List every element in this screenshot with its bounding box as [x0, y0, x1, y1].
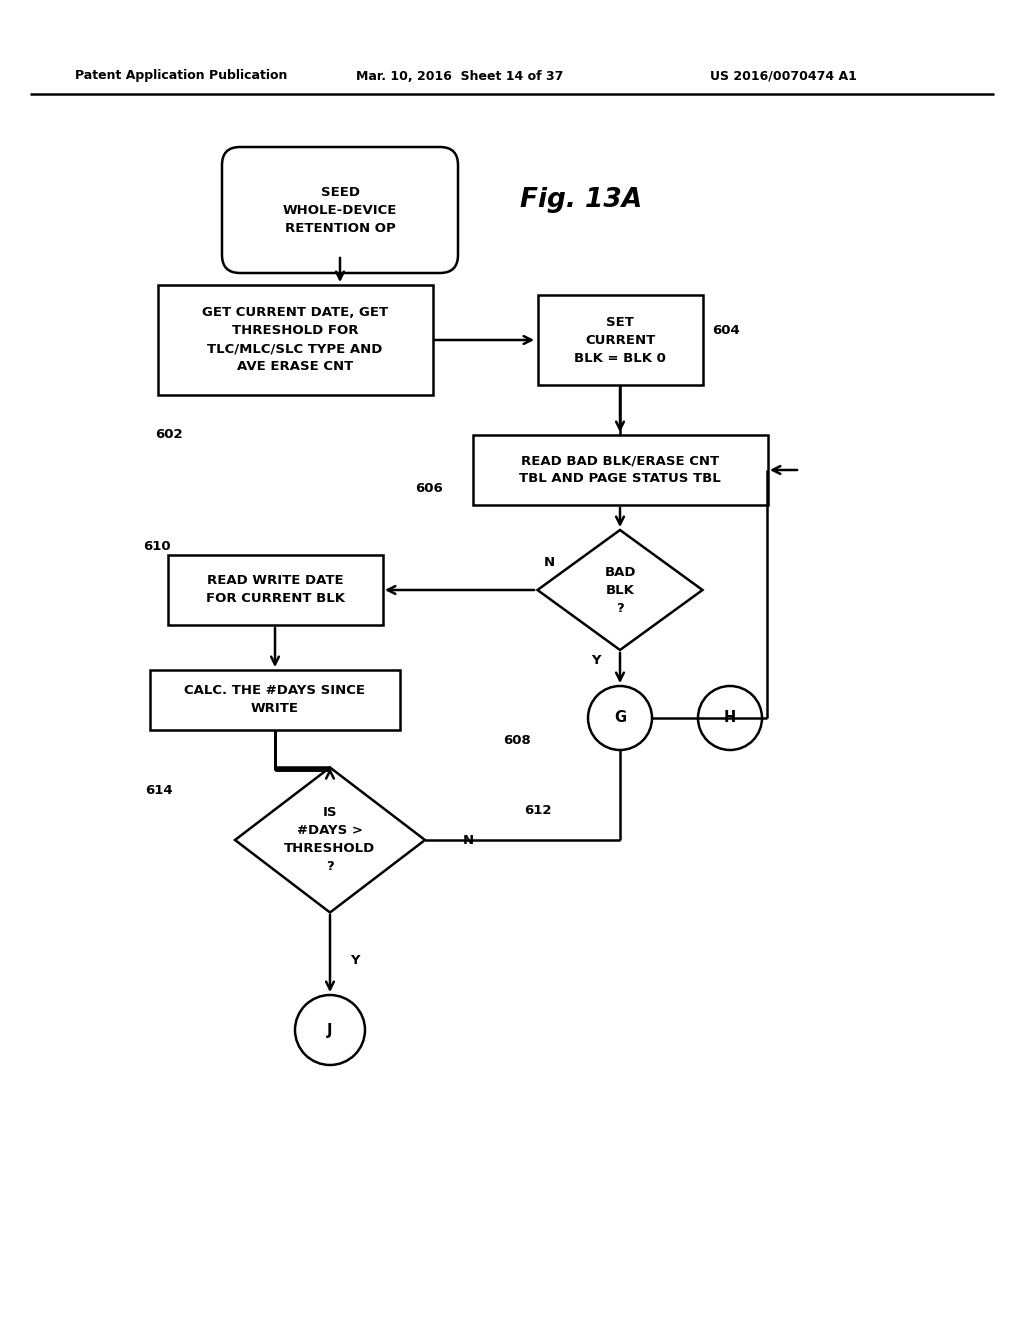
Polygon shape — [538, 531, 702, 649]
FancyBboxPatch shape — [168, 554, 383, 624]
Text: Y: Y — [591, 653, 601, 667]
Text: CALC. THE #DAYS SINCE
WRITE: CALC. THE #DAYS SINCE WRITE — [184, 685, 366, 715]
FancyBboxPatch shape — [150, 671, 400, 730]
Text: J: J — [328, 1023, 333, 1038]
Text: SEED
WHOLE-DEVICE
RETENTION OP: SEED WHOLE-DEVICE RETENTION OP — [283, 186, 397, 235]
Text: Patent Application Publication: Patent Application Publication — [75, 70, 288, 82]
Text: READ BAD BLK/ERASE CNT
TBL AND PAGE STATUS TBL: READ BAD BLK/ERASE CNT TBL AND PAGE STAT… — [519, 454, 721, 486]
Text: US 2016/0070474 A1: US 2016/0070474 A1 — [710, 70, 857, 82]
Polygon shape — [234, 767, 425, 912]
Text: IS
#DAYS >
THRESHOLD
?: IS #DAYS > THRESHOLD ? — [285, 807, 376, 874]
Text: N: N — [463, 833, 473, 846]
FancyBboxPatch shape — [538, 294, 702, 385]
Text: BAD
BLK
?: BAD BLK ? — [604, 565, 636, 615]
FancyBboxPatch shape — [472, 436, 768, 506]
FancyBboxPatch shape — [158, 285, 432, 395]
FancyBboxPatch shape — [222, 147, 458, 273]
Circle shape — [698, 686, 762, 750]
Text: 608: 608 — [503, 734, 530, 747]
Text: 610: 610 — [143, 540, 171, 553]
Text: 606: 606 — [415, 482, 442, 495]
Text: 612: 612 — [524, 804, 552, 817]
Circle shape — [295, 995, 365, 1065]
Text: READ WRITE DATE
FOR CURRENT BLK: READ WRITE DATE FOR CURRENT BLK — [206, 574, 344, 606]
Text: Y: Y — [350, 953, 359, 966]
Text: Fig. 13A: Fig. 13A — [520, 187, 642, 213]
Text: N: N — [544, 556, 555, 569]
Text: SET
CURRENT
BLK = BLK 0: SET CURRENT BLK = BLK 0 — [574, 315, 666, 364]
Text: GET CURRENT DATE, GET
THRESHOLD FOR
TLC/MLC/SLC TYPE AND
AVE ERASE CNT: GET CURRENT DATE, GET THRESHOLD FOR TLC/… — [202, 306, 388, 374]
Text: 602: 602 — [155, 429, 182, 441]
Text: Mar. 10, 2016  Sheet 14 of 37: Mar. 10, 2016 Sheet 14 of 37 — [356, 70, 563, 82]
Text: H: H — [724, 710, 736, 726]
Text: 614: 614 — [145, 784, 173, 796]
Text: G: G — [614, 710, 626, 726]
Text: 604: 604 — [712, 323, 739, 337]
Circle shape — [588, 686, 652, 750]
